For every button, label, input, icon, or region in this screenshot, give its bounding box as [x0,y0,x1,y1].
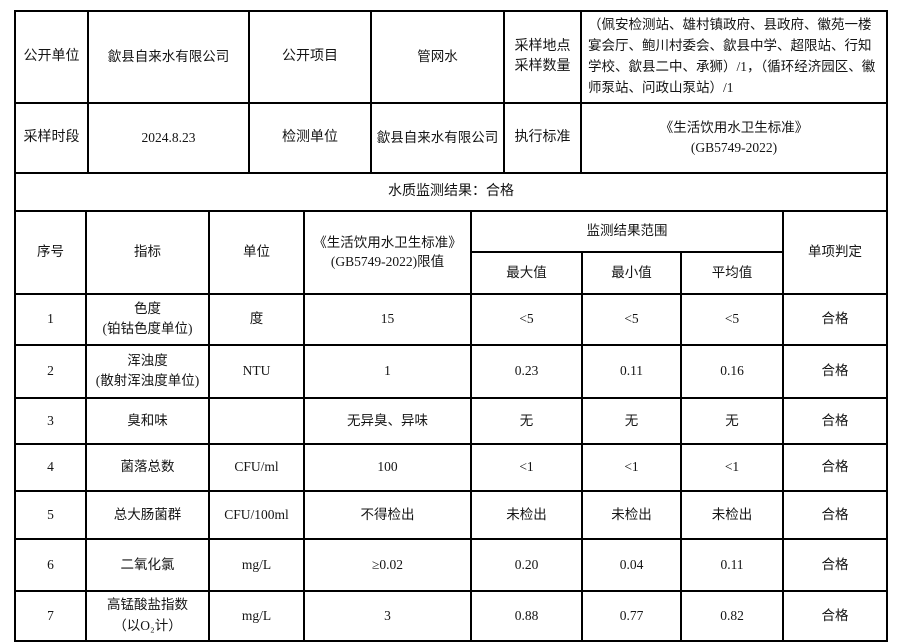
col-header-avg: 平均值 [679,250,785,295]
field-label-public-item: 公开项目 [248,10,372,104]
field-label-sampling-period: 采样时段 [14,101,89,174]
report-tables: 公开单位 歙县自来水有限公司 公开项目 管网水 采样地点 采样数量 （佩安检测站… [14,10,889,642]
cell-avg: <5 [679,292,785,346]
cell-max: 0.20 [470,537,583,592]
table-row: 7 高锰酸盐指数 （以O₂计） mg/L 3 0.88 0.77 0.82 合格 [14,589,889,642]
cell-min: 0.04 [581,537,682,592]
cell-avg: 0.16 [679,343,785,399]
cell-indicator: 二氧化氯 [85,537,210,592]
cell-avg: <1 [679,442,785,492]
field-value-testing-unit: 歙县自来水有限公司 [370,101,505,174]
cell-limit: ≥0.02 [303,537,472,592]
field-value-standard: 《生活饮用水卫生标准》 (GB5749-2022) [580,101,888,174]
cell-min: 无 [581,396,682,445]
result-summary: 水质监测结果：合格 [14,171,888,212]
field-label-testing-unit: 检测单位 [248,101,372,174]
col-header-result-range: 监测结果范围 [469,209,785,253]
cell-min: <1 [581,442,682,492]
cell-unit: mg/L [208,537,305,592]
col-header-min: 最小值 [581,250,682,295]
info-row-1: 公开单位 歙县自来水有限公司 公开项目 管网水 采样地点 采样数量 （佩安检测站… [14,10,888,104]
cell-indicator: 色度 (铂钴色度单位) [85,292,210,346]
cell-max: 0.23 [470,343,583,399]
col-header-indicator: 指标 [85,209,210,295]
cell-indicator: 菌落总数 [85,442,210,492]
cell-limit: 1 [303,343,472,399]
cell-unit: 度 [208,292,305,346]
cell-judgement: 合格 [782,396,889,445]
cell-judgement: 合格 [782,442,889,492]
cell-indicator: 浑浊度 (散射浑浊度单位) [85,343,210,399]
cell-unit: CFU/100ml [208,489,305,540]
table-row: 2 浑浊度 (散射浑浊度单位) NTU 1 0.23 0.11 0.16 合格 [14,343,889,399]
monitoring-header-row-1: 序号 指标 单位 《生活饮用水卫生标准》 (GB5749-2022)限值 监测结… [14,209,889,295]
cell-no: 1 [14,292,87,346]
cell-unit: mg/L [208,589,305,642]
table-row: 6 二氧化氯 mg/L ≥0.02 0.20 0.04 0.11 合格 [14,537,889,592]
cell-avg: 无 [679,396,785,445]
cell-indicator: 总大肠菌群 [85,489,210,540]
cell-min: <5 [581,292,682,346]
cell-no: 4 [14,442,87,492]
field-label-standard: 执行标准 [503,101,582,174]
cell-max: 0.88 [470,589,583,642]
cell-avg: 0.82 [679,589,785,642]
field-value-sampling-period: 2024.8.23 [87,101,250,174]
cell-judgement: 合格 [782,537,889,592]
info-table: 公开单位 歙县自来水有限公司 公开项目 管网水 采样地点 采样数量 （佩安检测站… [14,10,888,212]
cell-max: 未检出 [470,489,583,540]
cell-min: 0.11 [581,343,682,399]
cell-max: <1 [470,442,583,492]
cell-unit: NTU [208,343,305,399]
cell-limit: 100 [303,442,472,492]
cell-judgement: 合格 [782,589,889,642]
table-row: 5 总大肠菌群 CFU/100ml 不得检出 未检出 未检出 未检出 合格 [14,489,889,540]
cell-indicator: 高锰酸盐指数 （以O₂计） [85,589,210,642]
cell-limit: 3 [303,589,472,642]
table-row: 4 菌落总数 CFU/ml 100 <1 <1 <1 合格 [14,442,889,492]
cell-avg: 0.11 [679,537,785,592]
cell-unit: CFU/ml [208,442,305,492]
cell-max: <5 [470,292,583,346]
cell-no: 3 [14,396,87,445]
col-header-unit: 单位 [208,209,305,295]
cell-no: 5 [14,489,87,540]
info-row-2: 采样时段 2024.8.23 检测单位 歙县自来水有限公司 执行标准 《生活饮用… [14,101,888,174]
cell-min: 0.77 [581,589,682,642]
cell-no: 6 [14,537,87,592]
field-value-sampling-locations: （佩安检测站、雄村镇政府、县政府、徽苑一楼宴会厅、鲍川村委会、歙县中学、超限站、… [580,10,888,104]
cell-no: 7 [14,589,87,642]
col-header-max: 最大值 [470,250,583,295]
cell-no: 2 [14,343,87,399]
table-row: 3 臭和味 无异臭、异味 无 无 无 合格 [14,396,889,445]
cell-limit: 15 [303,292,472,346]
cell-avg: 未检出 [679,489,785,540]
cell-judgement: 合格 [782,292,889,346]
result-summary-row: 水质监测结果：合格 [14,171,888,212]
field-label-public-unit: 公开单位 [14,10,89,104]
cell-judgement: 合格 [782,489,889,540]
field-value-public-unit: 歙县自来水有限公司 [87,10,250,104]
cell-unit [208,396,305,445]
field-label-sampling-location-count: 采样地点 采样数量 [503,10,582,104]
col-header-limit: 《生活饮用水卫生标准》 (GB5749-2022)限值 [303,209,472,295]
monitoring-header-row-2: 最大值 最小值 平均值 [15,250,887,295]
cell-limit: 无异臭、异味 [303,396,472,445]
table-row: 1 色度 (铂钴色度单位) 度 15 <5 <5 <5 合格 [14,292,889,346]
field-value-public-item: 管网水 [370,10,505,104]
col-header-no: 序号 [14,209,87,295]
cell-indicator: 臭和味 [85,396,210,445]
col-header-judgement: 单项判定 [782,209,889,295]
cell-limit: 不得检出 [303,489,472,540]
monitoring-table: 序号 指标 单位 《生活饮用水卫生标准》 (GB5749-2022)限值 监测结… [14,209,889,642]
cell-judgement: 合格 [782,343,889,399]
cell-max: 无 [470,396,583,445]
cell-min: 未检出 [581,489,682,540]
